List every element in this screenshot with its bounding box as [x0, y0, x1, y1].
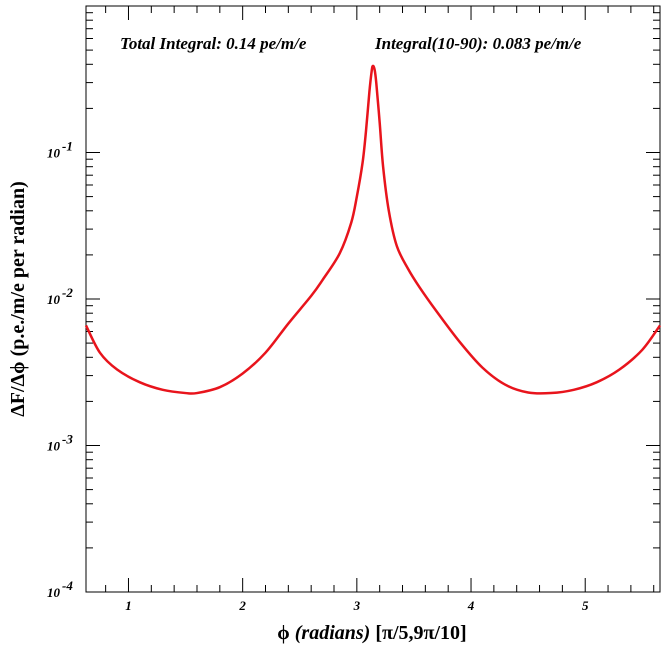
y-tick-exponent: -4: [62, 578, 73, 593]
tick-labels: 1 2 3 4 510-110-210-310-4: [47, 139, 589, 614]
y-tick-label: 10: [47, 439, 61, 454]
y-tick-exponent: -2: [62, 285, 73, 300]
y-tick-label: 10: [47, 292, 61, 307]
x-axis-symbol: ϕ: [277, 622, 289, 644]
x-axis-range: [π/5,9π/10]: [370, 622, 466, 644]
y-tick-label: 10: [47, 146, 61, 161]
total-integral-annotation: Total Integral: 0.14 pe/m/e: [120, 34, 307, 53]
y-tick-label: 10: [47, 585, 61, 600]
y-tick-exponent: -3: [62, 432, 73, 447]
series-layer: [84, 64, 662, 395]
x-axis-unit: (radians): [290, 622, 371, 644]
x-axis-title: ϕ (radians) [π/5,9π/10]: [277, 622, 466, 644]
x-tick-label: 5: [582, 598, 589, 613]
x-tick-label: 1: [125, 598, 132, 613]
series-line: [84, 64, 662, 395]
y-tick-exponent: -1: [62, 139, 73, 154]
partial-integral-annotation: Integral(10-90): 0.083 pe/m/e: [374, 34, 582, 53]
axis-ticks: [86, 6, 660, 593]
x-tick-label: 3: [353, 598, 361, 613]
plot-frame: [85, 5, 661, 593]
x-tick-label: 4: [467, 598, 475, 613]
x-tick-label: 2: [238, 598, 246, 613]
y-axis-title: ΔF/Δϕ (p.e./m/e per radian): [7, 181, 29, 417]
